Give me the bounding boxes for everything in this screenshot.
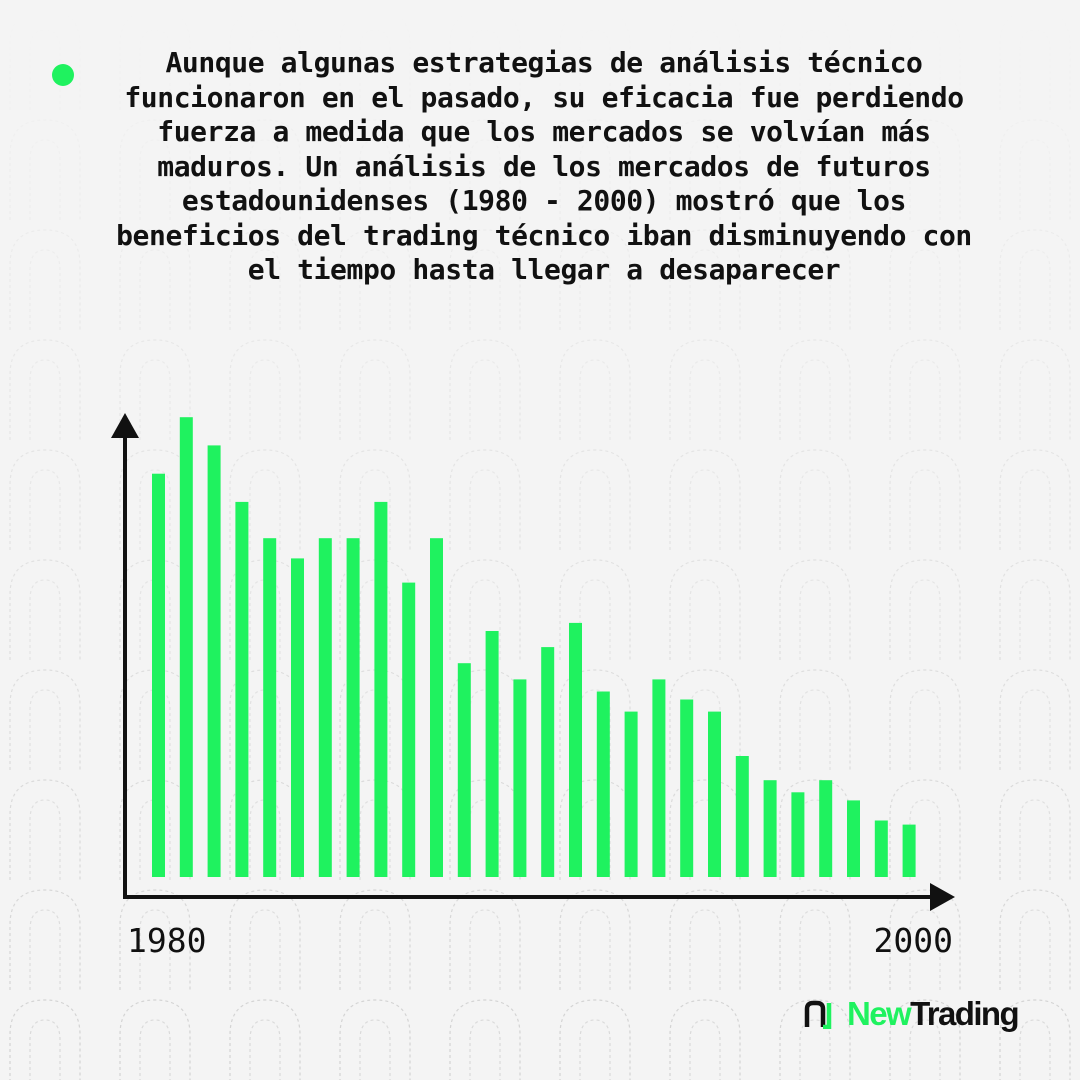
caption-text: Aunque algunas estrategias de análisis t… bbox=[116, 46, 972, 286]
bar-1 bbox=[152, 473, 165, 877]
bar-12 bbox=[457, 663, 471, 877]
bar-11 bbox=[430, 538, 443, 877]
bar-13 bbox=[485, 631, 499, 877]
x-tick-label-end: 2000 bbox=[874, 921, 953, 960]
bar-26 bbox=[847, 800, 860, 877]
y-axis-arrowhead bbox=[111, 413, 139, 438]
bar-20 bbox=[680, 699, 694, 877]
bar-14 bbox=[513, 679, 527, 877]
bar-19 bbox=[652, 679, 666, 877]
bar-22 bbox=[735, 756, 749, 877]
bar-27 bbox=[874, 820, 888, 877]
logo-word-new: New bbox=[847, 995, 912, 1032]
logo-word-trading: Trading bbox=[910, 995, 1020, 1032]
bar-9 bbox=[374, 501, 388, 877]
bar-15 bbox=[541, 647, 555, 877]
bar-5 bbox=[263, 538, 277, 877]
bar-25 bbox=[819, 780, 833, 877]
bar-28 bbox=[902, 824, 916, 877]
bar-3 bbox=[207, 445, 221, 877]
bar-2 bbox=[179, 417, 193, 877]
x-tick-label-start: 1980 bbox=[127, 921, 206, 960]
bar-7 bbox=[318, 538, 332, 877]
new-trading-logo: NewTrading bbox=[803, 994, 1020, 1034]
bar-group bbox=[152, 417, 916, 877]
x-axis-arrowhead bbox=[930, 883, 955, 911]
bar-23 bbox=[763, 780, 777, 877]
bar-16 bbox=[569, 622, 582, 877]
bar-18 bbox=[624, 711, 638, 877]
bullet-dot bbox=[52, 64, 74, 86]
bar-24 bbox=[791, 792, 805, 877]
bar-21 bbox=[708, 711, 721, 877]
bar-10 bbox=[402, 582, 416, 877]
bar-17 bbox=[596, 691, 610, 877]
bar-6 bbox=[291, 558, 304, 877]
logo-wordmark: NewTrading bbox=[847, 995, 1020, 1033]
logo-mark-icon bbox=[804, 1000, 832, 1029]
bar-4 bbox=[235, 501, 249, 877]
bar-8 bbox=[346, 538, 360, 877]
